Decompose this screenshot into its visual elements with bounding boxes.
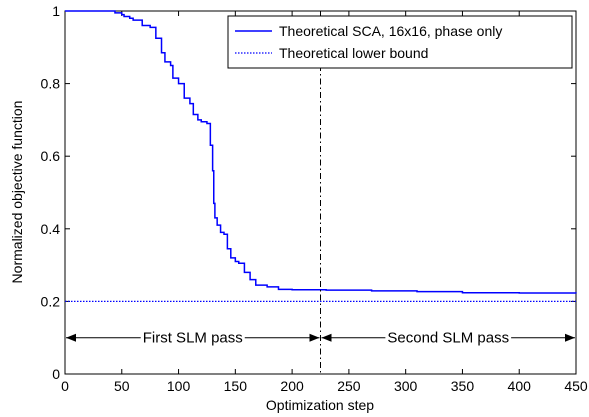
y-axis-label: Normalized objective function [9, 101, 25, 284]
annotation-label: Second SLM pass [387, 330, 509, 347]
x-tick-label: 450 [564, 378, 588, 394]
legend-label-lower-bound: Theoretical lower bound [279, 45, 428, 61]
x-tick-label: 400 [508, 378, 532, 394]
x-tick-label: 0 [61, 378, 69, 394]
x-axis-label: Optimization step [266, 397, 374, 413]
x-tick-label: 200 [280, 378, 304, 394]
annotation-arrowhead-right [309, 333, 320, 342]
x-tick-label: 300 [394, 378, 418, 394]
y-tick-label: 0.6 [41, 148, 61, 164]
x-tick-label: 50 [114, 378, 130, 394]
y-tick-label: 0.4 [41, 221, 61, 237]
annotation-label: First SLM pass [143, 330, 243, 347]
plot-content: First SLM pass Second SLM pass [65, 10, 577, 374]
annotation-arrowhead-right [565, 333, 575, 342]
legend-label-sca: Theoretical SCA, 16x16, phase only [279, 23, 502, 39]
legend-box [227, 15, 573, 69]
x-axis: 0 50 100 150 200 250 300 350 400 450 [61, 11, 588, 394]
annotation-arrowhead-left [66, 333, 76, 342]
series-line-sca [65, 10, 577, 294]
x-tick-label: 150 [224, 378, 248, 394]
y-tick-label: 0 [52, 366, 60, 382]
y-tick-label: 0.8 [41, 76, 61, 92]
x-tick-label: 250 [337, 378, 361, 394]
y-tick-label: 0.2 [41, 293, 61, 309]
legend: Theoretical SCA, 16x16, phase only Theor… [227, 15, 573, 69]
x-tick-label: 100 [167, 378, 191, 394]
x-tick-label: 350 [451, 378, 475, 394]
annotation-arrowhead-left [321, 333, 332, 342]
y-tick-label: 1 [52, 3, 60, 19]
